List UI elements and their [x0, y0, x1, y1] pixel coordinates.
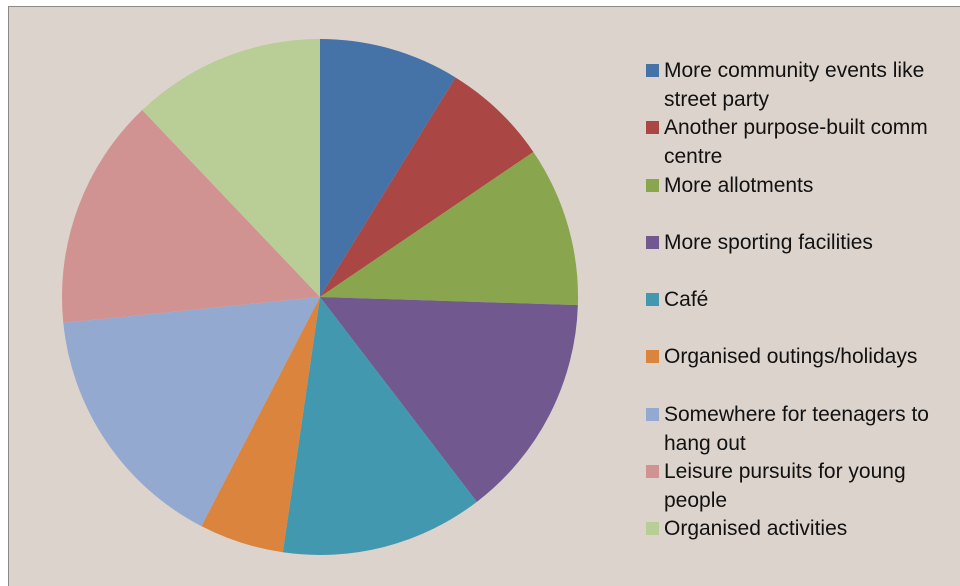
legend: More community events like street party A…: [638, 56, 960, 572]
pie-slice: [320, 297, 578, 502]
legend-swatch: [646, 64, 659, 77]
legend-swatch: [646, 293, 659, 307]
legend-label: More allotments: [664, 173, 814, 197]
legend-item: Another purpose-built comm centre: [638, 113, 960, 170]
pie-slice: [201, 297, 320, 553]
legend-label: Leisure pursuits for young people: [664, 460, 906, 513]
pie-slice: [320, 39, 456, 297]
legend-label: Organised activities: [664, 517, 848, 541]
legend-label: Organised outings/holidays: [664, 345, 918, 369]
legend-swatch: [646, 407, 659, 421]
pie-slice: [320, 151, 578, 306]
legend-swatch: [646, 522, 659, 536]
legend-item: More allotments: [638, 171, 960, 228]
legend-swatch: [646, 350, 659, 364]
legend-label: Another purpose-built comm centre: [664, 116, 928, 169]
legend-item: More sporting facilities: [638, 228, 960, 285]
legend-label: Somewhere for teenagers to hang out: [664, 402, 929, 455]
pie-slice: [63, 297, 320, 527]
legend-label: Café: [664, 288, 709, 312]
pie-slice: [320, 77, 534, 297]
legend-item: Somewhere for teenagers to hang out: [638, 400, 960, 457]
pie-slice: [282, 297, 477, 555]
legend-swatch: [646, 178, 659, 192]
legend-item: Organised outings/holidays: [638, 342, 960, 399]
pie-slice: [62, 110, 320, 323]
legend-item: Organised activities: [638, 514, 960, 571]
legend-label: More sporting facilities: [664, 230, 873, 254]
legend-swatch: [646, 235, 659, 249]
legend-label: More community events like street party: [664, 59, 925, 111]
legend-swatch: [646, 465, 659, 479]
legend-item: Café: [638, 285, 960, 342]
legend-swatch: [646, 121, 659, 135]
legend-item: Leisure pursuits for young people: [638, 457, 960, 514]
pie-slice: [142, 39, 320, 297]
legend-item: More community events like street party: [638, 56, 960, 113]
